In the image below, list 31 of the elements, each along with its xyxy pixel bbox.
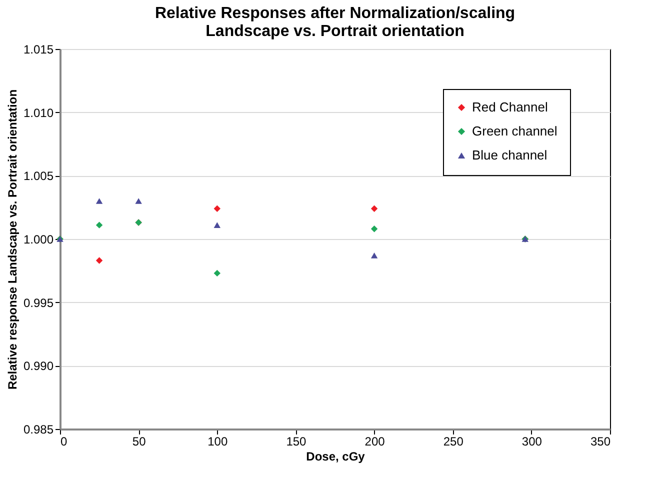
- x-tick-label: 200: [364, 434, 386, 448]
- point: [135, 198, 142, 204]
- x-tick-label: 100: [208, 434, 228, 448]
- x-tick-label: 0: [60, 434, 68, 448]
- point: [96, 257, 103, 264]
- x-tick-label: 150: [286, 434, 307, 448]
- point: [214, 270, 220, 277]
- legend-label: Green channel: [472, 124, 558, 138]
- x-tick-label: 350: [590, 434, 611, 448]
- y-tick-label: 0.985: [23, 422, 54, 436]
- x-tick-label: 300: [522, 434, 542, 448]
- point: [96, 222, 103, 228]
- x-tick-label: 50: [132, 434, 146, 448]
- chart-title: Relative Responses after Normalization/scaling Landscape vs. Portrait orientation: [154, 5, 516, 40]
- point: [214, 222, 220, 228]
- point: [370, 205, 378, 212]
- point: [96, 198, 103, 204]
- y-tick-label: 1.005: [23, 169, 54, 184]
- legend-label: Red Channel: [472, 100, 548, 114]
- x-axis-title: Dose, cGy: [306, 450, 366, 464]
- point: [214, 205, 220, 212]
- y-axis-title: Relative response Landscape vs. Portrait orientation: [5, 89, 20, 390]
- y-tick-label: 1.000: [23, 232, 54, 246]
- point: [370, 252, 378, 258]
- y-tick-label: 0.990: [23, 359, 54, 374]
- point: [370, 226, 378, 232]
- y-tick-label: 1.015: [23, 42, 54, 56]
- y-tick-label: 1.010: [23, 106, 54, 120]
- x-tick-label: 250: [443, 434, 464, 448]
- legend-label: Blue channel: [472, 148, 548, 162]
- y-tick-label: 0.995: [23, 296, 54, 310]
